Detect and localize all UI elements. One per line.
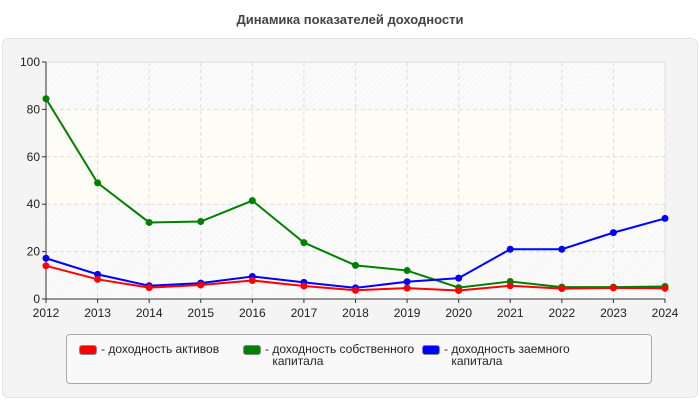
data-point <box>352 286 359 294</box>
data-point <box>248 197 256 205</box>
legend-label: доходность собственного капитала <box>272 342 415 368</box>
legend-item-equity: - доходность собственного капитала <box>243 343 432 367</box>
x-tick-label: 2017 <box>291 306 318 320</box>
x-tick-label: 2018 <box>342 306 369 320</box>
data-point <box>558 245 566 253</box>
legend-swatch <box>243 345 261 355</box>
x-tick-label: 2023 <box>600 306 627 320</box>
y-tick-label: 20 <box>27 245 41 259</box>
legend-item-debt: - доходность заемного капитала <box>422 343 601 367</box>
chart-title: Динамика показателей доходности <box>236 12 464 27</box>
x-tick-label: 2015 <box>187 306 214 320</box>
data-point <box>403 267 411 275</box>
legend: - доходность активов - доходность собств… <box>66 334 652 384</box>
data-point <box>506 282 514 290</box>
x-tick-label: 2013 <box>84 306 111 320</box>
y-tick-label: 0 <box>33 292 40 306</box>
data-point <box>145 284 153 292</box>
y-tick-label: 60 <box>27 150 41 164</box>
data-point <box>94 275 102 283</box>
x-tick-label: 2020 <box>445 306 472 320</box>
legend-label: доходность заемного капитала <box>451 342 570 368</box>
legend-item-assets: - доходность активов <box>79 343 219 355</box>
legend-swatch <box>79 345 97 355</box>
data-point <box>42 95 50 103</box>
data-point <box>403 284 411 292</box>
data-point <box>661 284 669 292</box>
x-tick-label: 2022 <box>548 306 575 320</box>
data-point <box>609 284 617 292</box>
data-point <box>197 218 205 226</box>
y-tick-label: 80 <box>27 102 41 116</box>
x-tick-label: 2019 <box>394 306 421 320</box>
data-point <box>300 282 308 290</box>
data-point <box>506 245 514 253</box>
data-point <box>352 261 359 269</box>
x-tick-label: 2016 <box>239 306 266 320</box>
y-tick-label: 40 <box>27 197 41 211</box>
data-point <box>455 274 463 282</box>
legend-swatch <box>422 345 440 355</box>
x-tick-label: 2024 <box>652 306 679 320</box>
data-point <box>42 254 50 262</box>
data-point <box>300 239 308 247</box>
data-point <box>145 218 153 226</box>
data-point <box>94 179 102 187</box>
data-point <box>94 270 102 278</box>
data-point <box>455 286 463 294</box>
data-point <box>661 214 669 222</box>
legend-label: доходность активов <box>108 342 220 356</box>
y-tick-label: 100 <box>20 55 40 69</box>
data-point <box>609 229 617 237</box>
data-point <box>558 285 566 293</box>
data-point <box>248 277 256 285</box>
x-tick-label: 2014 <box>136 306 163 320</box>
data-point <box>42 262 50 270</box>
x-tick-label: 2012 <box>33 306 60 320</box>
data-point <box>197 281 205 289</box>
data-point <box>403 278 411 286</box>
x-tick-label: 2021 <box>497 306 524 320</box>
